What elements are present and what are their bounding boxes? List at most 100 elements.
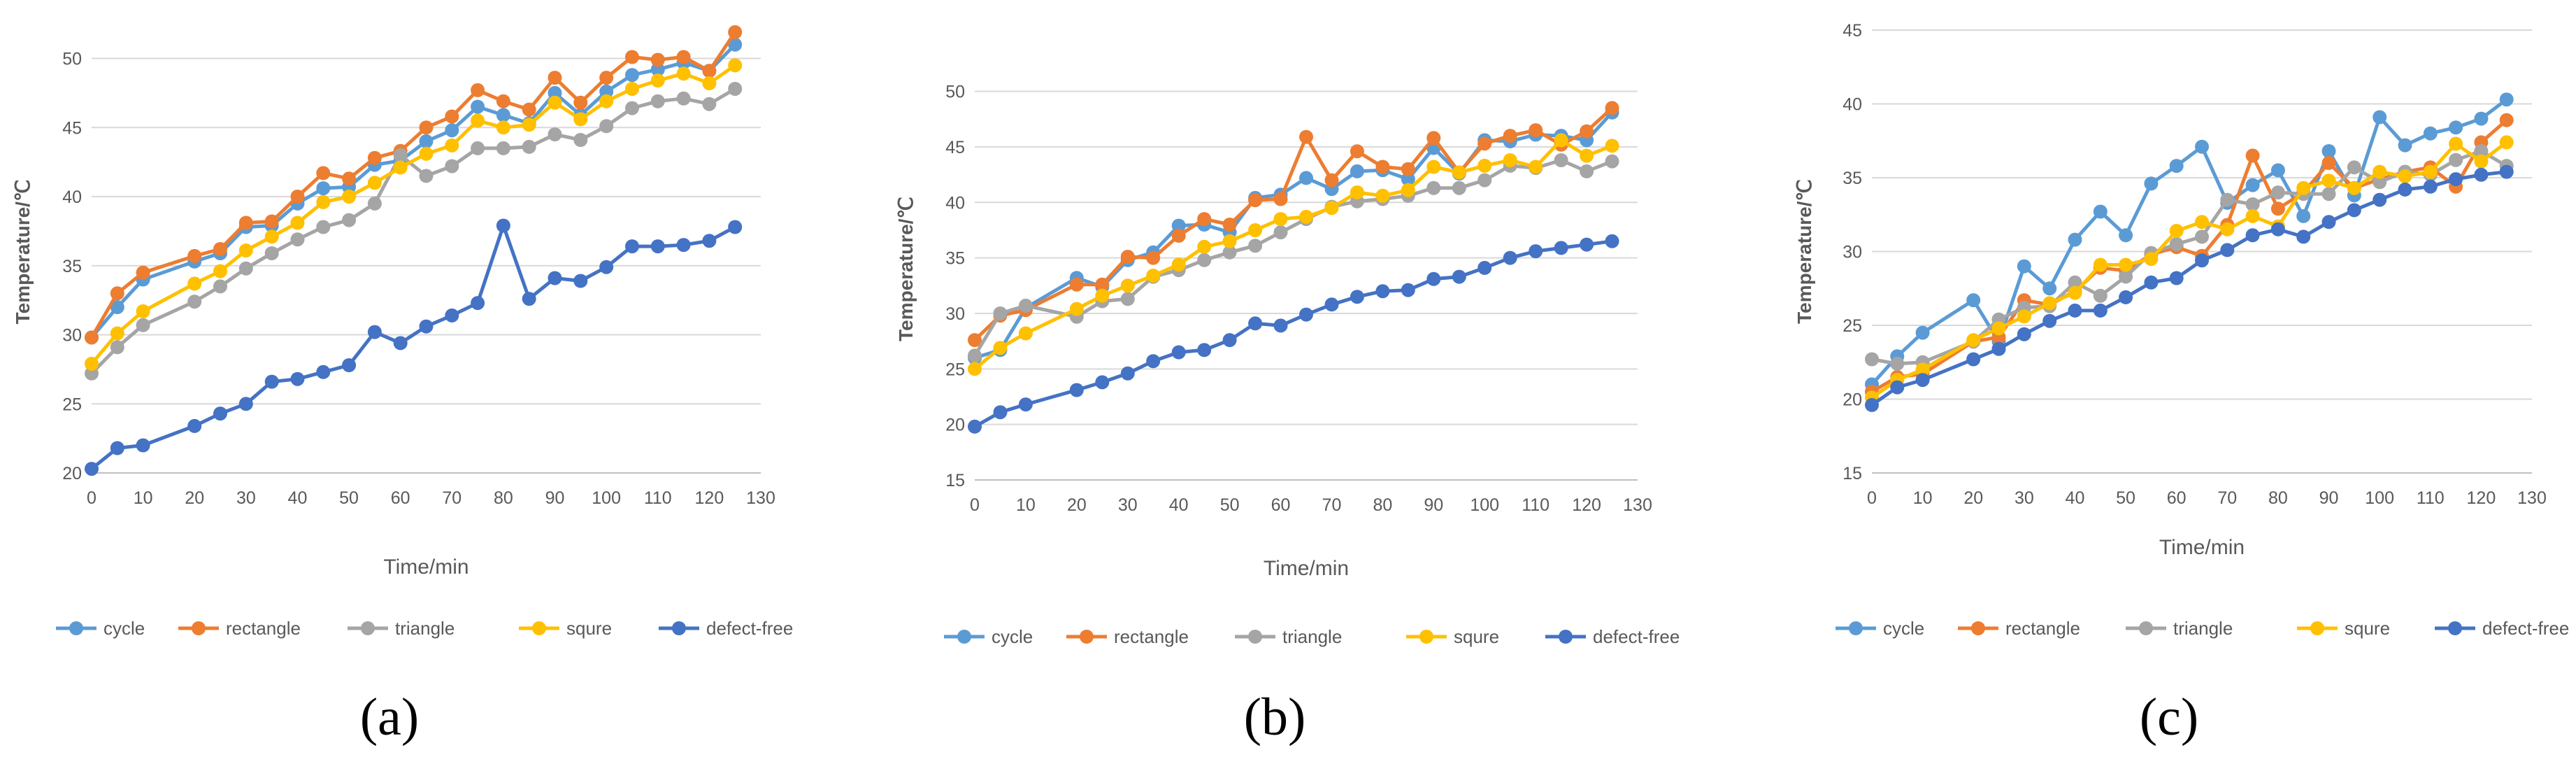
data-point	[548, 85, 562, 100]
y-tick-label: 50	[62, 50, 82, 69]
data-point	[110, 326, 124, 341]
data-point	[1375, 188, 1390, 203]
x-tick-label: 40	[288, 488, 308, 508]
y-tick-label: 30	[1842, 243, 1862, 262]
data-point	[1146, 354, 1161, 369]
data-point	[316, 166, 331, 181]
data-point	[1197, 253, 1212, 267]
data-point	[548, 95, 562, 110]
y-tick-label: 40	[1842, 95, 1862, 115]
data-point	[2195, 253, 2209, 268]
data-point	[110, 300, 124, 314]
legend-item: squre	[519, 618, 612, 639]
data-point	[342, 358, 357, 372]
data-point	[1605, 234, 1619, 248]
series-squre	[85, 58, 743, 371]
series-line-rectangle	[1870, 118, 2508, 394]
data-point	[1426, 160, 1441, 174]
x-tick-label: 80	[1373, 495, 1392, 515]
data-point	[1915, 325, 1930, 340]
x-tick-label: 110	[2417, 488, 2445, 508]
data-point	[650, 73, 665, 88]
data-point	[1222, 245, 1237, 260]
data-point	[290, 215, 305, 230]
data-point	[2270, 201, 2285, 216]
data-point	[290, 232, 305, 247]
data-point	[238, 261, 253, 276]
y-tick-label: 30	[945, 304, 965, 324]
x-tick-label: 70	[1322, 495, 1342, 515]
data-point	[1605, 101, 1619, 115]
data-point	[471, 296, 485, 311]
legend-item: cycle	[1836, 618, 1924, 639]
data-point	[471, 83, 485, 97]
data-point	[2296, 208, 2311, 223]
data-point	[993, 341, 1008, 355]
series-line-rectangle	[90, 31, 737, 339]
x-tick-label: 40	[2066, 488, 2085, 508]
data-point	[968, 333, 982, 348]
data-point	[1477, 158, 1492, 173]
data-point	[599, 260, 614, 274]
legend-item: cycle	[56, 618, 145, 639]
y-tick-label: 20	[945, 416, 965, 435]
legend-item: rectangle	[178, 618, 301, 639]
x-tick-label: 50	[1220, 495, 1240, 515]
data-point	[264, 374, 279, 389]
legend-label: defect-free	[1593, 626, 1680, 647]
data-point	[213, 406, 227, 421]
legend-item: defect-free	[2435, 618, 2569, 639]
legend-label: cycle	[1883, 618, 1924, 639]
legend-label: defect-free	[2482, 618, 2569, 639]
data-point	[2195, 215, 2209, 229]
data-point	[2423, 126, 2438, 141]
legend-item: squre	[1406, 626, 1499, 647]
legend-swatch-marker	[532, 621, 546, 635]
data-point	[1299, 209, 1313, 224]
x-tick-label: 10	[134, 488, 153, 508]
data-point	[1273, 318, 1288, 333]
data-point	[1171, 218, 1186, 233]
data-point	[1350, 144, 1364, 159]
data-point	[2347, 181, 2361, 195]
series-line-triangle	[1871, 149, 2507, 366]
data-point	[2398, 182, 2412, 197]
x-tick-label: 60	[2167, 488, 2187, 508]
data-point	[264, 214, 279, 229]
y-tick-label: 30	[62, 326, 82, 346]
data-point	[367, 196, 382, 211]
x-tick-label: 120	[2467, 488, 2496, 508]
x-tick-label: 60	[391, 488, 410, 508]
data-point	[2093, 303, 2108, 318]
x-tick-label: 10	[1016, 495, 1036, 515]
data-point	[702, 64, 717, 78]
data-point	[238, 243, 253, 257]
data-point	[2321, 215, 2336, 229]
x-tick-label: 20	[1963, 488, 1983, 508]
data-point	[2296, 229, 2311, 244]
data-point	[2373, 164, 2387, 179]
legend-label: cycle	[992, 626, 1033, 647]
data-point	[2220, 192, 2235, 207]
data-point	[2499, 113, 2514, 127]
x-tick-label: 20	[185, 488, 204, 508]
data-point	[702, 76, 717, 90]
data-point	[2220, 243, 2235, 257]
data-point	[1401, 162, 1415, 176]
data-point	[1222, 234, 1237, 248]
data-point	[2144, 176, 2159, 191]
x-tick-label: 30	[1118, 495, 1138, 515]
series-defect-free	[968, 234, 1619, 434]
data-point	[599, 84, 614, 99]
x-tick-label: 60	[1271, 495, 1291, 515]
data-point	[2042, 281, 2057, 296]
data-point	[2347, 203, 2361, 218]
data-point	[2398, 138, 2412, 153]
y-tick-label: 25	[1842, 316, 1862, 336]
data-point	[496, 120, 510, 135]
data-point	[2423, 164, 2438, 179]
data-point	[1171, 257, 1186, 272]
data-point	[2423, 179, 2438, 194]
data-point	[238, 397, 253, 411]
legend-label: cycle	[103, 618, 145, 639]
